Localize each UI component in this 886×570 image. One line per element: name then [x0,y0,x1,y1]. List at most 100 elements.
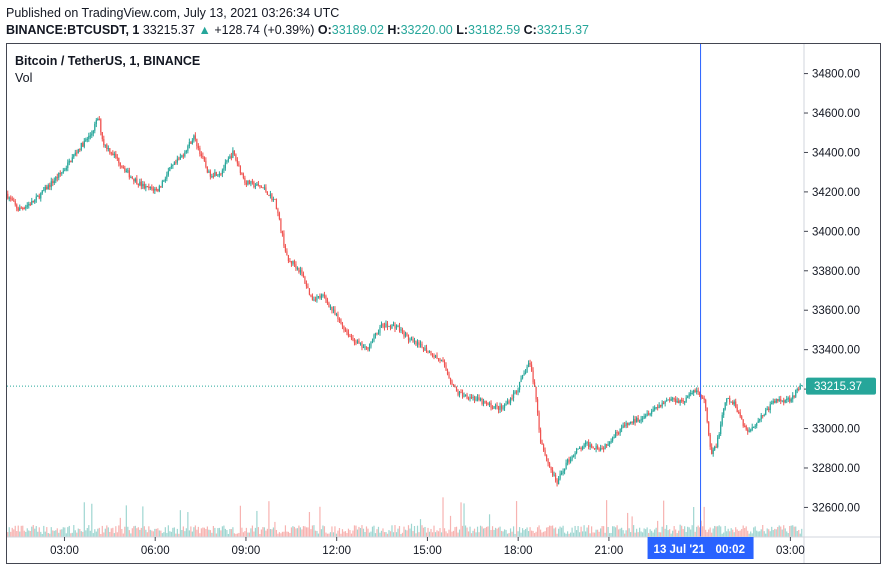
candle-body [136,178,138,184]
volume-bar [585,531,587,537]
candle-body [580,447,582,450]
candle-body [545,455,548,459]
candle-body [568,459,570,462]
candle-body [669,399,671,401]
candle-body [526,366,528,373]
candle-body [346,330,348,333]
volume-bar [428,531,431,537]
volume-bar [554,527,557,537]
candle-body [569,459,572,462]
candle-body [149,187,151,189]
candle-body [706,407,708,422]
volume-bar [296,528,299,537]
volume-legend[interactable]: Vol [15,71,32,85]
volume-bar [152,531,154,537]
chart-panel[interactable]: 32600.0032800.0033000.0033200.0033400.00… [6,43,881,564]
candle-body [424,347,426,351]
volume-bar [326,533,329,537]
candle-body [670,398,672,401]
candle-body [642,418,644,420]
volume-bar [148,526,150,537]
candle-body [89,135,91,137]
candle-body [702,397,704,399]
x-tick-label: 03:00 [776,545,805,557]
volume-bar [199,533,201,537]
candle-body [383,325,386,328]
volume-bar [353,525,356,537]
volume-bar [50,527,52,537]
candle-body [164,178,166,181]
volume-bar [442,497,444,537]
volume-bar [751,533,753,537]
candle-body [272,198,275,201]
high-label: H: [387,23,401,37]
candle-body [278,213,281,220]
volume-bar [38,527,40,537]
volume-bar [221,526,223,537]
volume-bar [681,525,683,537]
volume-bar [214,527,216,537]
candle-body [637,417,639,421]
volume-bar [642,532,644,537]
volume-bar [628,528,630,537]
volume-bar [373,525,375,537]
candle-body [7,193,9,199]
candle-body [341,323,344,327]
candle-body [610,440,612,443]
volume-bar [433,525,435,537]
candle-body [247,180,249,185]
volume-bar [68,525,70,537]
volume-bar [382,528,384,537]
volume-bar [121,528,123,537]
candle-body [723,409,725,416]
candle-body [676,400,678,403]
candle-body [320,295,323,298]
volume-bar [281,531,284,537]
candle-body [19,207,21,211]
candle-body [37,195,39,197]
volume-bar [718,525,720,537]
price-chart[interactable]: 32600.0032800.0033000.0033200.0033400.00… [7,44,880,563]
candle-body [515,391,518,393]
volume-bar [230,529,232,537]
volume-bar [733,532,735,537]
candle-body [263,187,266,189]
candle-body [744,425,746,427]
volume-bar [425,532,428,537]
volume-bar [391,525,393,537]
volume-bar [299,527,302,537]
volume-bar [349,530,351,537]
candle-body [509,397,512,403]
volume-bar [92,533,94,537]
volume-bar [765,533,767,537]
volume-bar [341,529,344,537]
candle-body [747,429,749,432]
volume-bar [451,531,453,537]
volume-bar [107,527,109,537]
close-value: 33215.37 [536,23,589,37]
candle-body [407,335,410,341]
candle-body [591,444,593,447]
volume-bar [256,510,258,537]
candle-body [286,251,288,256]
candle-body [594,448,596,450]
candle-body [416,342,419,345]
candle-body [667,399,669,401]
candle-body [442,359,444,362]
legend-title[interactable]: Bitcoin / TetherUS, 1, BINANCE [15,54,200,68]
volume-bar [244,531,246,537]
volume-bar [499,526,501,537]
candle-body [167,170,169,175]
volume-bar [795,526,797,537]
volume-bar [673,526,675,537]
candle-body [472,396,474,398]
x-tick-label: 21:00 [595,545,624,557]
volume-bar [630,532,632,537]
candle-body [127,170,129,172]
candle-body [714,446,716,450]
x-tick-label: 03:00 [50,545,79,557]
volume-bar [325,532,327,537]
x-tick-label: 09:00 [232,545,261,557]
volume-bar [154,528,156,537]
volume-bar [760,529,762,537]
